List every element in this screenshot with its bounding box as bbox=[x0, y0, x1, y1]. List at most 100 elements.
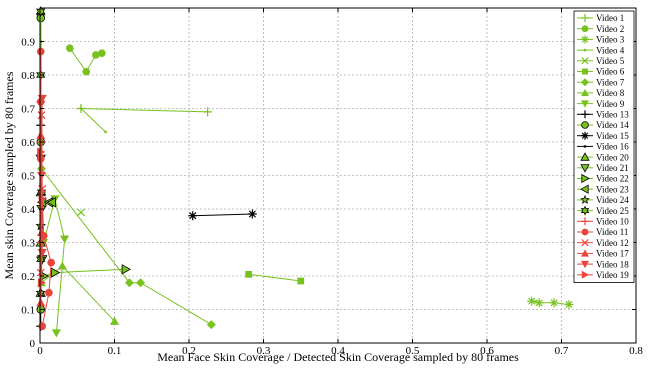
marker bbox=[534, 298, 544, 308]
marker bbox=[549, 298, 559, 308]
series-line bbox=[80, 108, 208, 113]
data-point bbox=[297, 277, 305, 285]
marker bbox=[60, 235, 70, 244]
series-video-4 bbox=[79, 107, 107, 134]
legend-item: Video 16 bbox=[577, 142, 629, 152]
legend-item: Video 12 bbox=[577, 238, 629, 248]
legend-label: Video 23 bbox=[596, 184, 629, 194]
data-point bbox=[36, 47, 45, 56]
legend-item: Video 9 bbox=[577, 99, 625, 109]
marker bbox=[121, 264, 131, 275]
legend-label: Video 10 bbox=[596, 217, 629, 227]
marker bbox=[581, 131, 589, 140]
y-tick-label: 0.8 bbox=[21, 70, 35, 82]
series-line bbox=[531, 300, 569, 305]
legend-label: Video 12 bbox=[596, 238, 629, 248]
marker bbox=[581, 173, 590, 184]
data-point bbox=[60, 235, 70, 244]
marker bbox=[581, 217, 589, 226]
legend-label: Video 25 bbox=[596, 206, 629, 216]
legend-marker bbox=[581, 78, 589, 87]
legend-item: Video 13 bbox=[577, 110, 629, 120]
legend-label: Video 11 bbox=[596, 227, 628, 237]
data-point bbox=[36, 298, 46, 307]
marker bbox=[581, 121, 589, 129]
data-point bbox=[534, 298, 544, 308]
marker bbox=[45, 288, 53, 297]
legend-label: Video 4 bbox=[596, 45, 625, 55]
x-tick-label: 0.6 bbox=[480, 345, 494, 357]
marker bbox=[580, 194, 590, 204]
marker bbox=[47, 258, 55, 267]
marker bbox=[581, 14, 589, 22]
x-tick-label: 0.2 bbox=[182, 345, 196, 357]
legend-item: Video 17 bbox=[577, 249, 629, 259]
marker bbox=[245, 270, 252, 278]
marker bbox=[203, 107, 213, 117]
marker bbox=[580, 184, 589, 194]
marker bbox=[36, 298, 46, 307]
y-tick-label: 0.5 bbox=[21, 171, 35, 183]
y-tick-label: 0.1 bbox=[21, 305, 35, 317]
legend-marker bbox=[580, 164, 590, 173]
data-point bbox=[247, 209, 257, 219]
series-line bbox=[43, 198, 66, 333]
legend-item: Video 4 bbox=[577, 45, 625, 55]
data-point bbox=[549, 298, 559, 308]
series-line bbox=[80, 108, 106, 133]
legend-marker bbox=[581, 228, 589, 236]
marker bbox=[51, 329, 61, 338]
marker bbox=[581, 25, 589, 33]
y-tick-label: 0.7 bbox=[21, 104, 35, 116]
data-point bbox=[36, 6, 46, 17]
legend-item: Video 24 bbox=[577, 194, 629, 205]
data-point bbox=[82, 67, 91, 76]
marker bbox=[50, 267, 61, 278]
data-point bbox=[110, 316, 119, 325]
legend-label: Video 13 bbox=[596, 110, 629, 120]
x-tick-label: 0.3 bbox=[257, 345, 271, 357]
legend-item: Video 19 bbox=[577, 270, 629, 280]
legend-marker bbox=[581, 217, 589, 226]
legend-item: Video 8 bbox=[577, 88, 625, 98]
legend-marker bbox=[581, 100, 589, 108]
series-video-15 bbox=[188, 209, 257, 221]
legend-marker bbox=[580, 152, 590, 161]
data-point bbox=[38, 194, 47, 204]
marker bbox=[36, 6, 46, 17]
series-layer bbox=[35, 6, 574, 338]
marker bbox=[581, 239, 589, 247]
x-tick-label: 0 bbox=[37, 345, 43, 357]
marker bbox=[98, 49, 106, 58]
x-axis-label: Mean Face Skin Coverage / Detected Skin … bbox=[157, 350, 519, 364]
legend-label: Video 18 bbox=[596, 259, 629, 269]
data-point bbox=[121, 264, 131, 275]
series-line bbox=[192, 213, 253, 217]
legend-marker bbox=[581, 173, 590, 184]
legend-label: Video 17 bbox=[596, 249, 629, 259]
data-point bbox=[136, 278, 146, 288]
marker bbox=[124, 278, 134, 288]
series-line bbox=[248, 273, 301, 282]
data-point bbox=[79, 107, 83, 110]
legend-item: Video 15 bbox=[577, 131, 629, 141]
legend-item: Video 14 bbox=[577, 120, 629, 130]
data-point bbox=[245, 270, 252, 278]
marker bbox=[581, 35, 589, 44]
y-tick-label: 0.9 bbox=[21, 37, 35, 49]
marker bbox=[581, 260, 589, 269]
series-video-7 bbox=[36, 164, 216, 330]
legend-label: Video 21 bbox=[596, 163, 629, 173]
series-video-6 bbox=[245, 270, 305, 285]
legend-marker bbox=[581, 239, 589, 247]
legend-marker bbox=[581, 249, 589, 257]
marker bbox=[92, 51, 100, 59]
legend-marker bbox=[581, 131, 589, 140]
marker bbox=[581, 57, 589, 65]
y-tick-label: 0.3 bbox=[21, 238, 35, 250]
marker bbox=[110, 316, 119, 325]
marker bbox=[580, 164, 590, 173]
series-line bbox=[41, 168, 212, 326]
